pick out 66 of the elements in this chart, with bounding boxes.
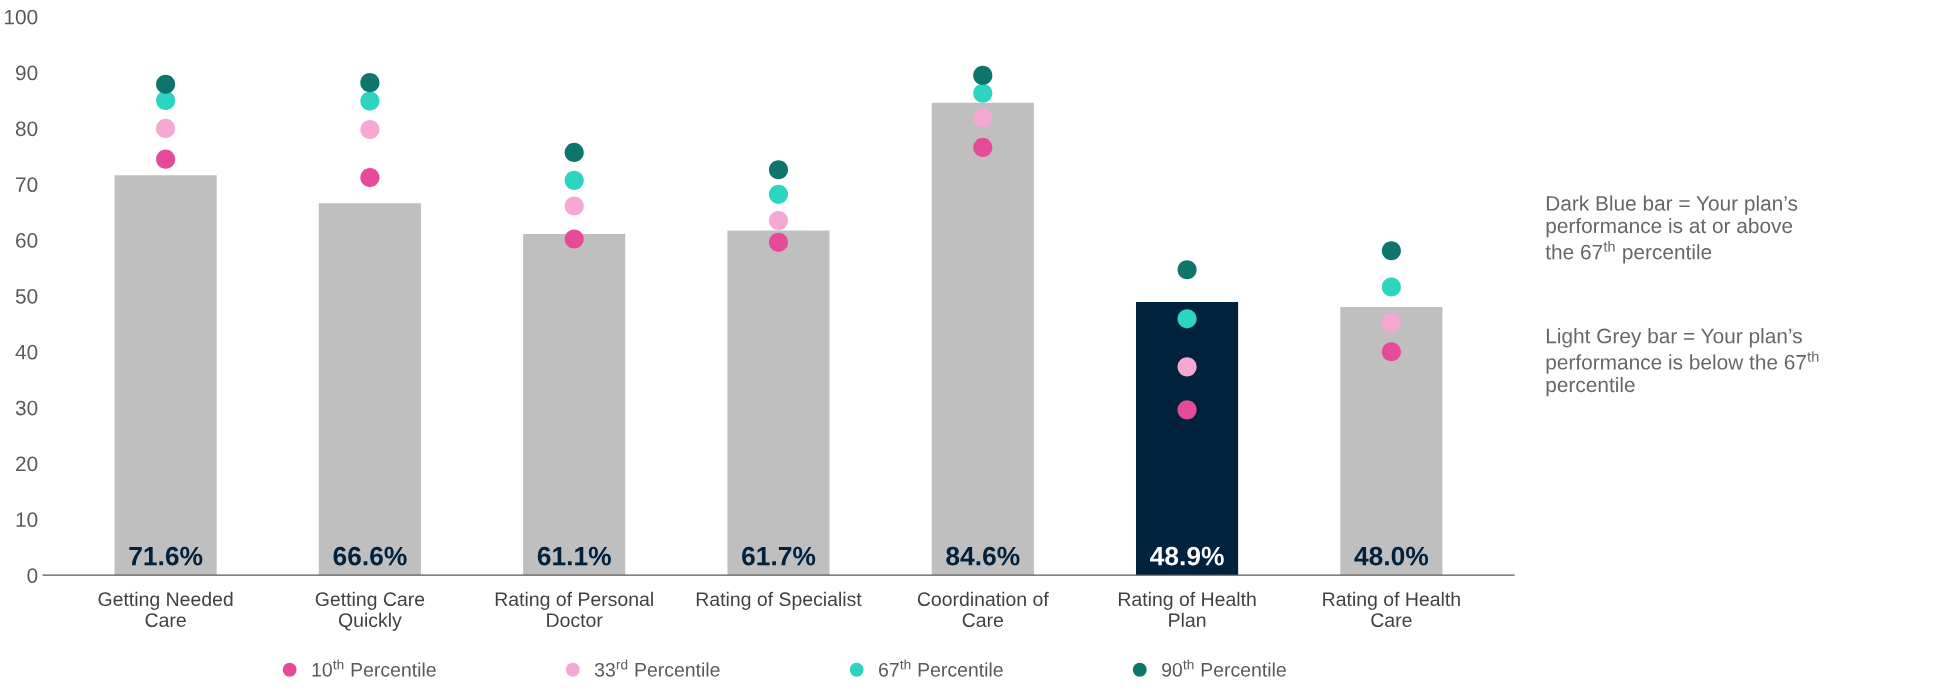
data-label: 66.6% — [333, 546, 407, 566]
point — [1381, 313, 1401, 333]
bar — [727, 230, 830, 576]
x-tick-label: Getting Care Quickly — [315, 591, 425, 631]
point — [156, 90, 176, 111]
point — [768, 232, 789, 252]
text: Light Grey bar = Your plan’s performance is below the 67$^{th}$ percentile — [1546, 328, 1819, 397]
point — [564, 142, 584, 163]
x-tick-label: Getting Needed Care — [98, 591, 233, 628]
data-label: 61.1% — [537, 546, 611, 566]
legend-label: 67$^{th}$ Percentile — [879, 659, 1003, 677]
bar — [931, 102, 1034, 576]
data-label: 48.9% — [1150, 546, 1224, 566]
point — [360, 119, 380, 140]
y-tick-label: 40 — [15, 344, 38, 360]
y-tick-label: 100 — [5, 9, 38, 25]
legend-label: 90$^{th}$ Percentile — [1162, 659, 1286, 677]
point — [768, 211, 789, 231]
x-tick-label: Rating of Health Care — [1323, 591, 1460, 628]
y-tick-label: 10 — [16, 512, 38, 528]
y-tick-label: 60 — [16, 233, 38, 248]
point — [156, 74, 176, 94]
point — [360, 168, 380, 188]
data-label: 71.6% — [129, 546, 203, 566]
y-tick-label: 90 — [15, 65, 38, 81]
point — [1177, 260, 1197, 280]
legend-label: 33$^{rd}$ Percentile — [594, 659, 720, 677]
y-tick-label: 80 — [15, 121, 38, 137]
bar — [1136, 302, 1239, 576]
text: Dark Blue bar = Your plan’s performance is at or above the 67$^{th}$ percentile — [1545, 195, 1798, 264]
point — [768, 184, 789, 204]
point — [1177, 309, 1197, 329]
bar — [114, 175, 217, 576]
point — [973, 83, 993, 103]
x-tick-label: Rating of Health Plan — [1118, 591, 1256, 628]
point — [1177, 357, 1197, 377]
data-label: 84.6% — [946, 546, 1020, 566]
point — [360, 91, 380, 111]
point — [973, 65, 993, 85]
x-tick-label: Rating of Personal Doctor — [495, 591, 653, 628]
y-tick-label: 50 — [15, 288, 38, 304]
point — [156, 149, 176, 169]
data-label: 61.7% — [742, 546, 816, 566]
y-tick-label: 0 — [27, 568, 38, 583]
legend-label: 10$^{th}$ Percentile — [312, 659, 436, 677]
point — [1177, 400, 1197, 420]
point — [564, 229, 584, 249]
bar — [1340, 307, 1443, 576]
x-tick-label: Coordination of Care — [917, 591, 1049, 628]
point — [1381, 342, 1401, 362]
point — [564, 196, 584, 216]
y-tick-label: 70 — [16, 177, 38, 193]
point — [768, 160, 789, 180]
y-tick-label: 20 — [16, 456, 38, 472]
bar — [523, 233, 626, 576]
point — [564, 170, 584, 190]
data-label: 48.0% — [1354, 546, 1429, 566]
x-tick-label: Rating of Specialist — [696, 591, 862, 610]
point — [973, 137, 993, 157]
point — [360, 73, 380, 93]
point — [1381, 241, 1401, 261]
point — [156, 118, 176, 138]
point — [1381, 277, 1401, 297]
y-tick-label: 30 — [15, 400, 38, 416]
point — [973, 108, 993, 128]
bar — [318, 203, 421, 576]
